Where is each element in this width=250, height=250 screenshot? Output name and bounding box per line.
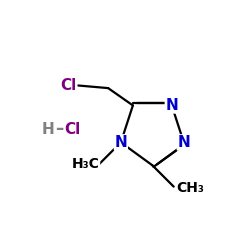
Text: –: – [55,120,63,138]
Text: CH₃: CH₃ [176,181,204,195]
Text: H₃C: H₃C [72,157,100,171]
Text: Cl: Cl [60,78,77,93]
Text: N: N [166,98,178,113]
Text: N: N [178,135,190,150]
Text: H: H [42,122,54,137]
Text: N: N [114,135,127,150]
Text: Cl: Cl [64,122,81,137]
